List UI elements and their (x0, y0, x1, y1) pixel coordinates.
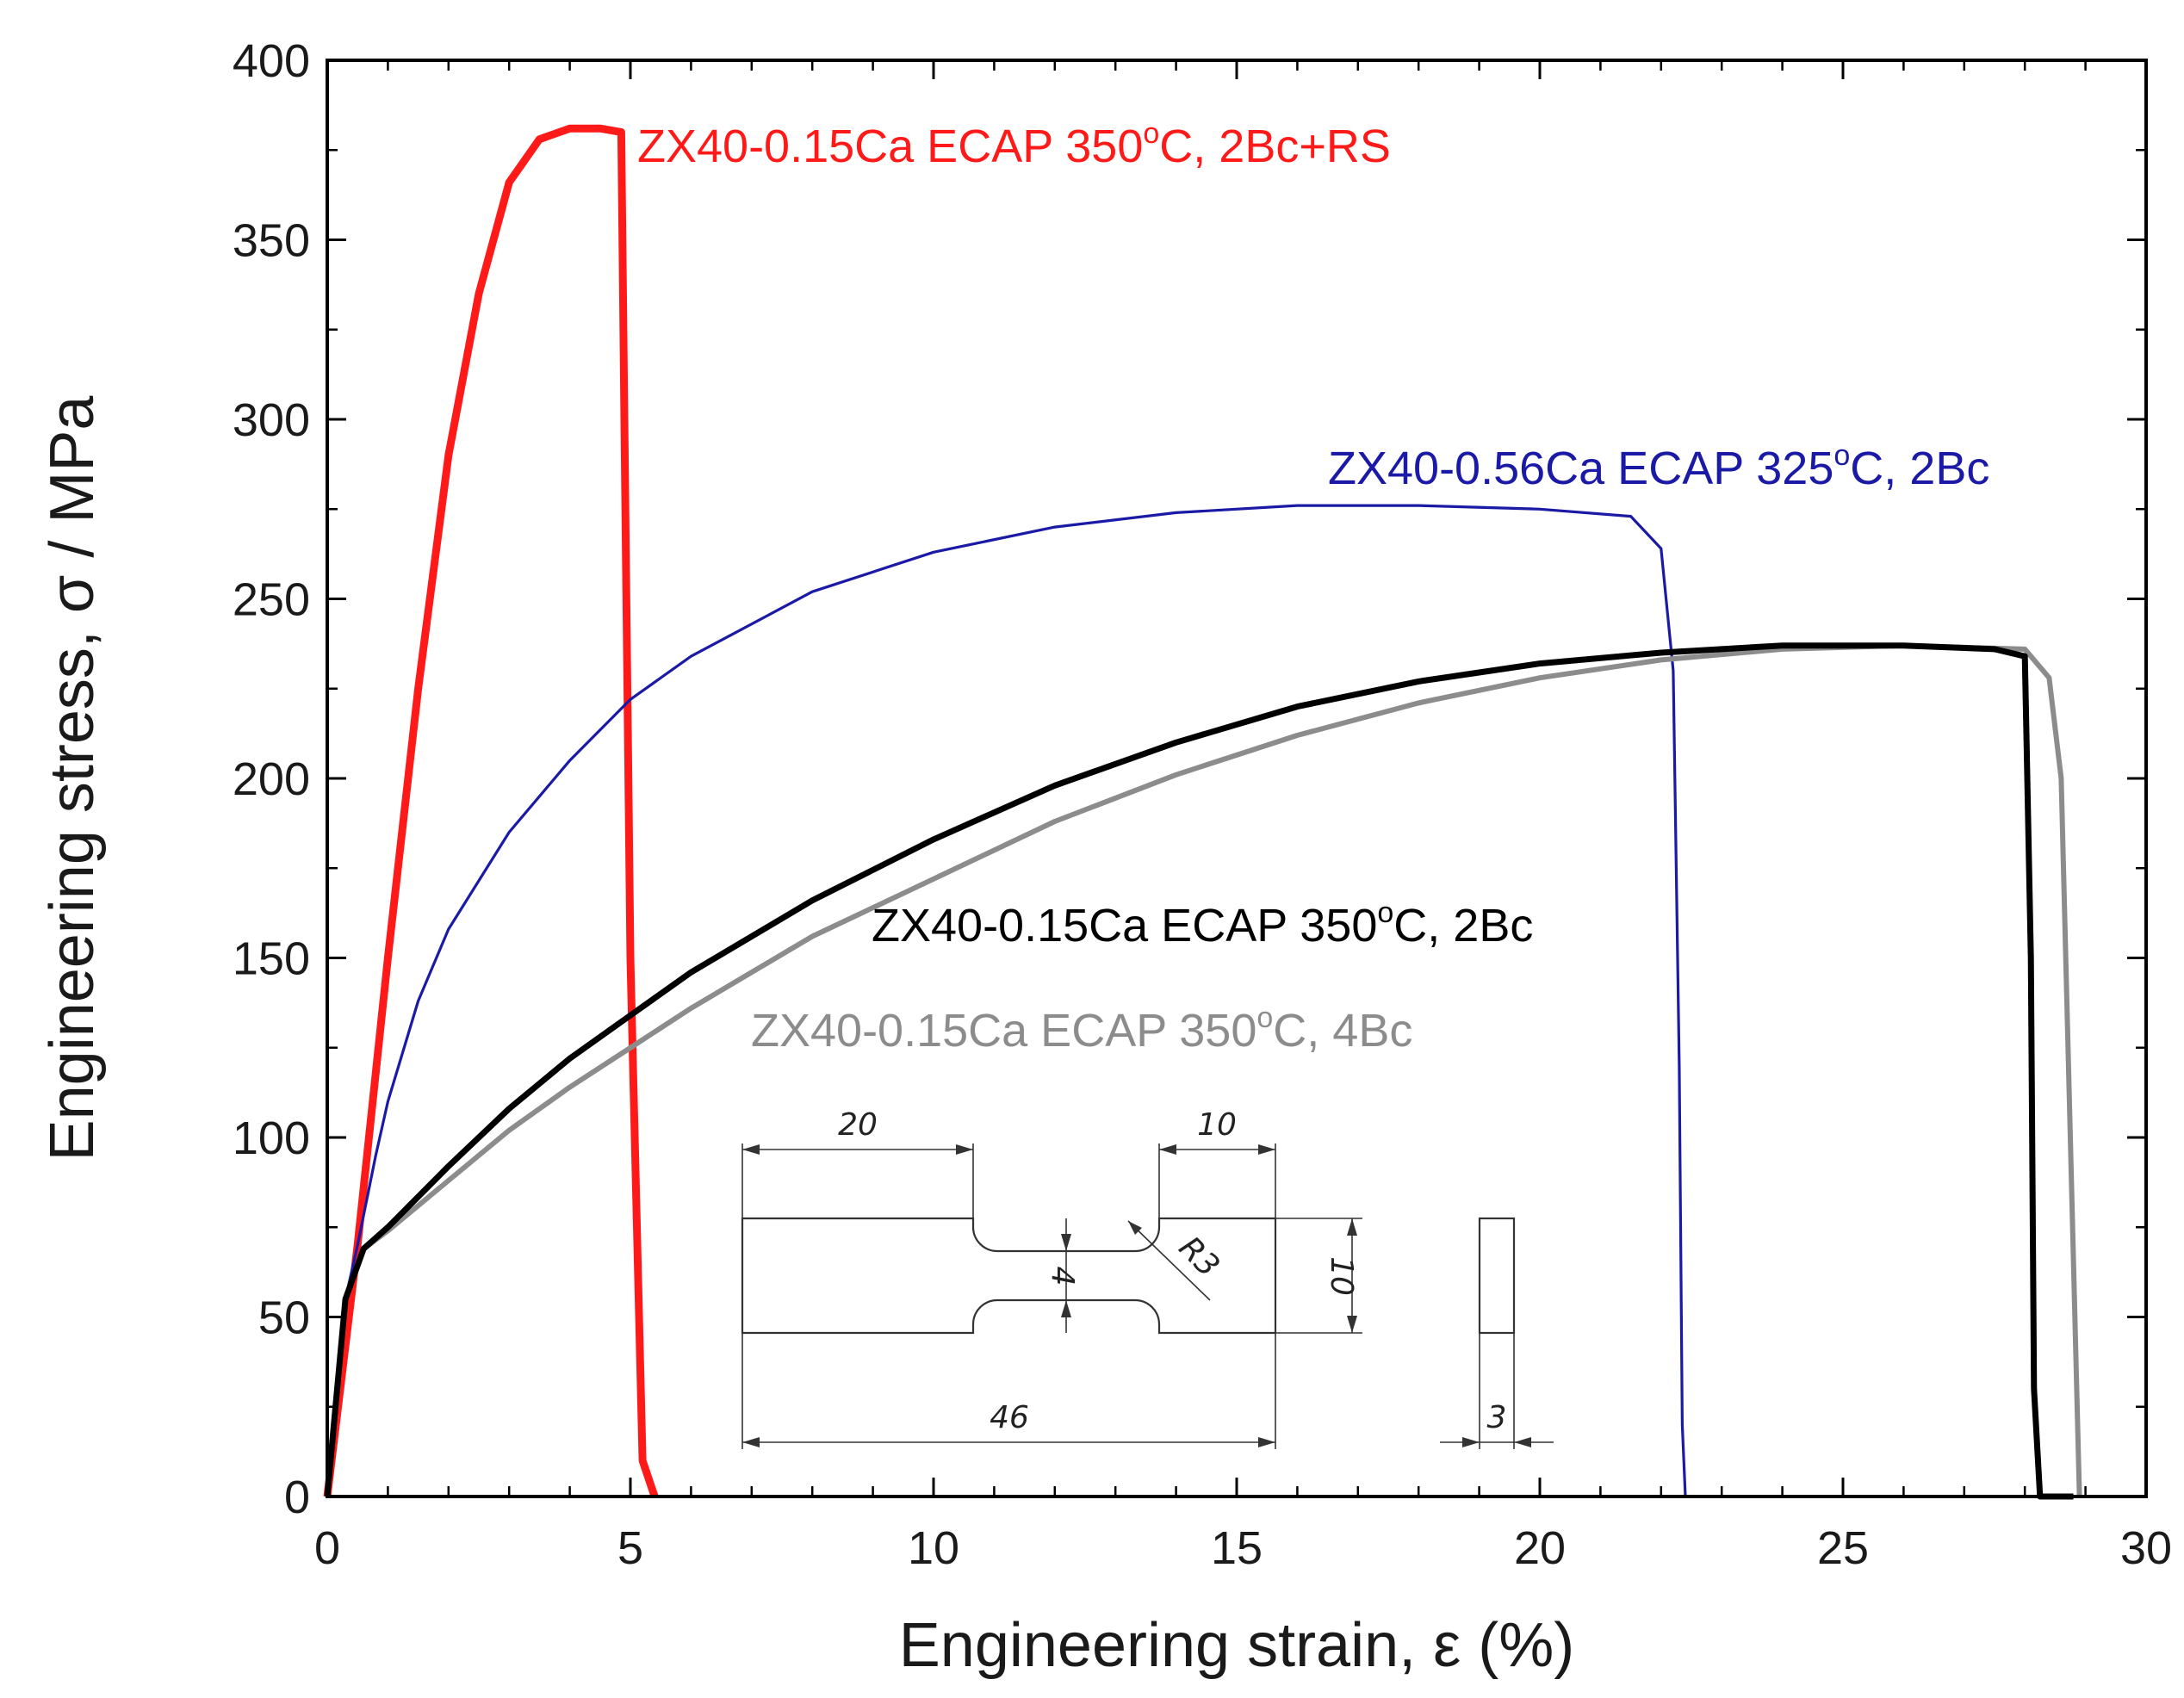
dim-text-4: 4 (1045, 1267, 1080, 1286)
dim-leader-r3 (1127, 1220, 1211, 1301)
plot-frame (326, 59, 2148, 1498)
series-line-4 (325, 642, 2082, 1497)
y-tick-label: 250 (233, 574, 310, 626)
x-tick-label: 30 (2120, 1522, 2172, 1574)
label-015ca-4bc: ZX40-0.15Ca ECAP 350oC, 4Bc (751, 1001, 1412, 1057)
y-tick-label: 100 (233, 1112, 310, 1164)
series-line-3 (324, 642, 2074, 1500)
y-tick-label: 200 (233, 753, 310, 805)
dim-text-10-top: 10 (1197, 1107, 1237, 1143)
label-2bc-rs: ZX40-0.15Ca ECAP 350oC, 2Bc+RS (637, 117, 1391, 172)
x-axis-title: Engineering strain, ε (%) (899, 1611, 1574, 1680)
y-tick-label: 0 (284, 1472, 310, 1523)
x-tick-label: 0 (314, 1522, 340, 1574)
dim-text-r3: R3 (1172, 1230, 1226, 1284)
x-tick-label: 10 (908, 1522, 959, 1574)
y-tick-label: 150 (233, 933, 310, 985)
label-015ca-2bc: ZX40-0.15Ca ECAP 350oC, 2Bc (872, 896, 1533, 951)
label-056ca-2bc: ZX40-0.56Ca ECAP 325oC, 2Bc (1328, 439, 1989, 494)
dim-text-20: 20 (838, 1107, 878, 1143)
series-line-1 (323, 124, 659, 1498)
dim-text-46: 46 (990, 1400, 1029, 1435)
y-tick-label: 400 (233, 35, 310, 87)
series-line-2 (326, 504, 1753, 1498)
dim-text-10-right: 10 (1324, 1256, 1359, 1296)
y-tick-label: 300 (233, 394, 310, 446)
specimen-drawing (741, 1143, 1554, 1449)
x-tick-label: 25 (1817, 1522, 1869, 1574)
dim-arrows (742, 1144, 1531, 1447)
y-tick-label: 350 (233, 215, 310, 267)
specimen-side-view (1478, 1217, 1516, 1335)
dim-text-3: 3 (1487, 1400, 1507, 1435)
y-axis-title: Engineering stress, σ / MPa (38, 395, 107, 1162)
x-tick-label: 15 (1211, 1522, 1263, 1574)
y-tick-label: 50 (258, 1292, 310, 1344)
x-tick-label: 5 (617, 1522, 643, 1574)
series-layer (323, 124, 2082, 1500)
x-tick-label: 20 (1514, 1522, 1566, 1574)
